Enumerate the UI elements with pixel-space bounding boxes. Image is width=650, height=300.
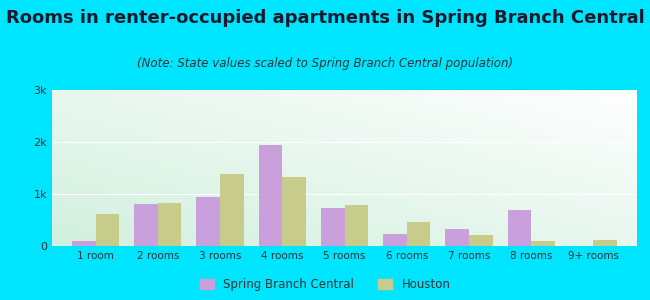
Legend: Spring Branch Central, Houston: Spring Branch Central, Houston <box>200 278 450 291</box>
Bar <box>259 145 282 246</box>
Bar <box>531 241 555 246</box>
Bar <box>344 206 368 246</box>
Bar <box>407 222 430 246</box>
Bar <box>508 210 531 246</box>
Bar <box>134 204 158 246</box>
Bar <box>158 203 181 246</box>
Bar <box>469 235 493 246</box>
Bar <box>445 229 469 246</box>
Bar <box>220 174 244 246</box>
Bar <box>196 196 220 246</box>
Bar <box>593 240 617 246</box>
Bar <box>96 214 119 246</box>
Bar <box>282 177 306 246</box>
Bar <box>383 234 407 246</box>
Bar <box>72 241 96 246</box>
Text: (Note: State values scaled to Spring Branch Central population): (Note: State values scaled to Spring Bra… <box>137 57 513 70</box>
Text: Rooms in renter-occupied apartments in Spring Branch Central: Rooms in renter-occupied apartments in S… <box>6 9 644 27</box>
Bar <box>321 208 345 246</box>
